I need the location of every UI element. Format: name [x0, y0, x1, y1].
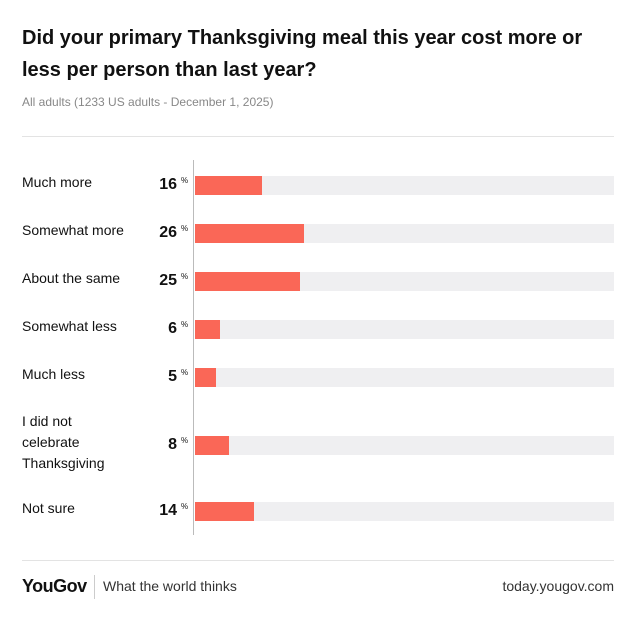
- chart-subtitle: All adults (1233 US adults - December 1,…: [22, 95, 274, 109]
- value-suffix: %: [181, 368, 189, 377]
- bar-track: [195, 368, 614, 387]
- category-label: Not sure: [22, 499, 75, 516]
- tagline: What the world thinks: [103, 578, 237, 594]
- chart-title: Did your primary Thanksgiving meal this …: [22, 27, 583, 81]
- value-suffix: %: [181, 272, 189, 281]
- divider: [22, 560, 614, 561]
- value-label: 16: [159, 176, 177, 193]
- axis-line: [193, 160, 194, 535]
- category-label: About the same: [22, 269, 121, 286]
- value-suffix: %: [181, 224, 189, 233]
- bar-track: [195, 502, 614, 521]
- value-suffix: %: [181, 436, 189, 445]
- category-label: Somewhat more: [22, 221, 124, 238]
- divider: [22, 136, 614, 137]
- value-label: 25: [159, 272, 177, 289]
- value-label: 6: [168, 320, 177, 337]
- category-label: I did not celebrate Thanksgiving: [22, 412, 105, 471]
- bar-track: [195, 436, 614, 455]
- url[interactable]: today.yougov.com: [502, 578, 614, 594]
- bar: [195, 224, 304, 243]
- value-suffix: %: [181, 502, 189, 511]
- bar: [195, 368, 216, 387]
- value-label: 8: [168, 436, 177, 453]
- bar: [195, 320, 221, 339]
- category-label: Much less: [22, 365, 86, 382]
- brand: YouGov: [22, 576, 87, 596]
- category-label: Much more: [22, 173, 93, 190]
- bar: [195, 502, 254, 521]
- bar: [195, 272, 300, 291]
- value-label: 5: [168, 368, 177, 385]
- value-label: 26: [159, 224, 177, 241]
- bar-track: [195, 320, 614, 339]
- value-label: 14: [159, 502, 177, 519]
- bar-track: [195, 272, 614, 291]
- bar: [195, 436, 229, 455]
- value-suffix: %: [181, 176, 189, 185]
- separator: [94, 575, 95, 599]
- bar-track: [195, 176, 614, 195]
- value-suffix: %: [181, 320, 189, 329]
- bar: [195, 176, 263, 195]
- category-label: Somewhat less: [22, 317, 117, 334]
